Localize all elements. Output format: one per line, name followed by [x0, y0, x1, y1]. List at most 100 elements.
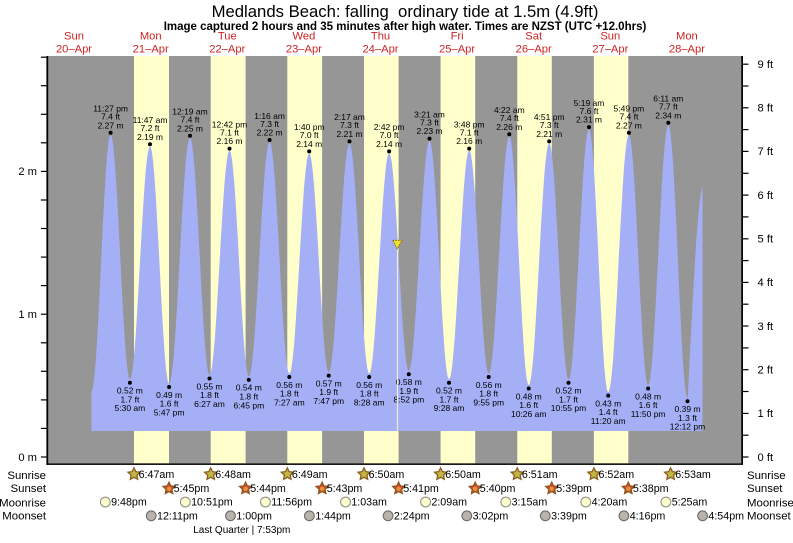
svg-text:0.57 m: 0.57 m	[316, 378, 342, 388]
svg-text:Moonset: Moonset	[747, 511, 792, 523]
svg-text:0 ft: 0 ft	[758, 452, 774, 464]
svg-text:7.3 ft: 7.3 ft	[260, 119, 280, 129]
svg-text:23–Apr: 23–Apr	[286, 43, 322, 55]
svg-text:1.9 ft: 1.9 ft	[319, 387, 339, 397]
svg-text:12:19 am: 12:19 am	[172, 107, 207, 117]
svg-text:Moonrise: Moonrise	[747, 497, 793, 509]
svg-text:7.4 ft: 7.4 ft	[181, 115, 201, 125]
svg-text:12:12 pm: 12:12 pm	[670, 422, 705, 432]
svg-text:27–Apr: 27–Apr	[592, 43, 628, 55]
svg-text:3:02pm: 3:02pm	[473, 510, 509, 522]
svg-text:1.8 ft: 1.8 ft	[200, 390, 220, 400]
svg-text:7:47 pm: 7:47 pm	[313, 396, 344, 406]
svg-text:3 ft: 3 ft	[758, 321, 774, 333]
svg-text:6:48am: 6:48am	[215, 469, 251, 481]
svg-text:1.4 ft: 1.4 ft	[599, 407, 619, 417]
svg-text:2.26 m: 2.26 m	[496, 122, 522, 132]
svg-text:Medlands Beach: falling ordin: Medlands Beach: falling ordinary tide at…	[212, 2, 599, 21]
svg-text:7.1 ft: 7.1 ft	[220, 127, 240, 137]
svg-text:6:50am: 6:50am	[369, 469, 405, 481]
svg-text:7 ft: 7 ft	[758, 146, 774, 158]
svg-text:0.56 m: 0.56 m	[276, 380, 302, 390]
svg-text:Fri: Fri	[451, 30, 464, 42]
svg-text:1:44pm: 1:44pm	[315, 510, 351, 522]
svg-text:4 ft: 4 ft	[758, 277, 774, 289]
svg-text:8 ft: 8 ft	[758, 103, 774, 115]
svg-text:7:27 am: 7:27 am	[274, 397, 305, 407]
svg-text:2.14 m: 2.14 m	[296, 139, 322, 149]
svg-text:Image captured 2 hours and 35: Image captured 2 hours and 35 minutes af…	[164, 21, 647, 33]
svg-text:0.52 m: 0.52 m	[556, 386, 582, 396]
svg-text:8:28 am: 8:28 am	[354, 397, 385, 407]
svg-text:7.2 ft: 7.2 ft	[141, 123, 161, 133]
svg-text:1:16 am: 1:16 am	[254, 111, 285, 121]
svg-text:9:28 am: 9:28 am	[434, 403, 465, 413]
svg-text:0.49 m: 0.49 m	[156, 390, 182, 400]
svg-text:10:55 pm: 10:55 pm	[551, 403, 586, 413]
svg-text:0.54 m: 0.54 m	[236, 383, 262, 393]
svg-text:1.8 ft: 1.8 ft	[239, 392, 259, 402]
svg-text:0.58 m: 0.58 m	[396, 377, 422, 387]
svg-text:2 ft: 2 ft	[758, 365, 774, 377]
svg-text:2.27 m: 2.27 m	[616, 120, 642, 130]
svg-text:1.8 ft: 1.8 ft	[360, 389, 380, 399]
svg-text:0.39 m: 0.39 m	[675, 404, 701, 414]
svg-text:5:49 pm: 5:49 pm	[614, 104, 645, 114]
svg-text:1.6 ft: 1.6 ft	[519, 400, 539, 410]
svg-text:5:43pm: 5:43pm	[327, 483, 363, 495]
svg-text:1.9 ft: 1.9 ft	[399, 386, 419, 396]
svg-text:2.31 m: 2.31 m	[576, 115, 602, 125]
svg-text:1 m: 1 m	[18, 309, 37, 321]
svg-text:2:17 am: 2:17 am	[334, 112, 365, 122]
svg-text:5:39pm: 5:39pm	[556, 483, 592, 495]
svg-text:11:56pm: 11:56pm	[271, 497, 312, 509]
svg-text:10:26 am: 10:26 am	[511, 409, 546, 419]
svg-text:7.6 ft: 7.6 ft	[580, 106, 600, 116]
svg-text:2:42 pm: 2:42 pm	[374, 122, 405, 132]
svg-text:2.16 m: 2.16 m	[217, 136, 243, 146]
svg-text:7.3 ft: 7.3 ft	[420, 117, 440, 127]
svg-text:2.14 m: 2.14 m	[376, 139, 402, 149]
svg-text:2:24pm: 2:24pm	[394, 510, 430, 522]
svg-text:3:15am: 3:15am	[512, 497, 548, 509]
svg-text:7.4 ft: 7.4 ft	[500, 113, 520, 123]
svg-text:Mon: Mon	[140, 30, 162, 42]
svg-text:11:50 pm: 11:50 pm	[631, 409, 666, 419]
svg-text:Sunrise: Sunrise	[747, 470, 786, 482]
svg-text:4:22 am: 4:22 am	[494, 105, 525, 115]
svg-text:2.19 m: 2.19 m	[137, 132, 163, 142]
svg-text:1.7 ft: 1.7 ft	[120, 394, 140, 404]
svg-text:11:20 am: 11:20 am	[591, 416, 626, 426]
svg-text:7.1 ft: 7.1 ft	[460, 127, 480, 137]
svg-text:0.52 m: 0.52 m	[117, 386, 143, 396]
svg-text:Sun: Sun	[600, 30, 620, 42]
svg-text:5:30 am: 5:30 am	[115, 403, 146, 413]
svg-text:5:25am: 5:25am	[672, 497, 708, 509]
svg-text:2.25 m: 2.25 m	[177, 123, 203, 133]
svg-text:0.48 m: 0.48 m	[516, 391, 542, 401]
svg-text:0.52 m: 0.52 m	[436, 386, 462, 396]
svg-text:2.23 m: 2.23 m	[417, 126, 443, 136]
svg-text:2.21 m: 2.21 m	[337, 129, 363, 139]
svg-text:5:38pm: 5:38pm	[633, 483, 669, 495]
svg-text:0.56 m: 0.56 m	[356, 380, 382, 390]
svg-text:5:41pm: 5:41pm	[403, 483, 439, 495]
svg-text:7.4 ft: 7.4 ft	[101, 112, 121, 122]
svg-text:2.22 m: 2.22 m	[257, 128, 283, 138]
svg-text:6:51am: 6:51am	[522, 469, 558, 481]
svg-text:6:52am: 6:52am	[599, 469, 635, 481]
svg-text:4:54pm: 4:54pm	[708, 510, 744, 522]
svg-text:9:48pm: 9:48pm	[111, 497, 147, 509]
svg-text:5:19 am: 5:19 am	[574, 98, 605, 108]
svg-text:2.16 m: 2.16 m	[456, 136, 482, 146]
svg-text:6:49am: 6:49am	[292, 469, 328, 481]
svg-text:1.8 ft: 1.8 ft	[479, 389, 499, 399]
svg-text:5:44pm: 5:44pm	[250, 483, 286, 495]
svg-text:1:40 pm: 1:40 pm	[294, 122, 325, 132]
svg-text:28–Apr: 28–Apr	[669, 43, 705, 55]
svg-text:3:21 am: 3:21 am	[414, 109, 445, 119]
svg-text:6:11 am: 6:11 am	[653, 94, 683, 104]
svg-text:4:16pm: 4:16pm	[630, 510, 666, 522]
svg-text:22–Apr: 22–Apr	[209, 43, 245, 55]
svg-text:11:47 am: 11:47 am	[133, 115, 168, 125]
